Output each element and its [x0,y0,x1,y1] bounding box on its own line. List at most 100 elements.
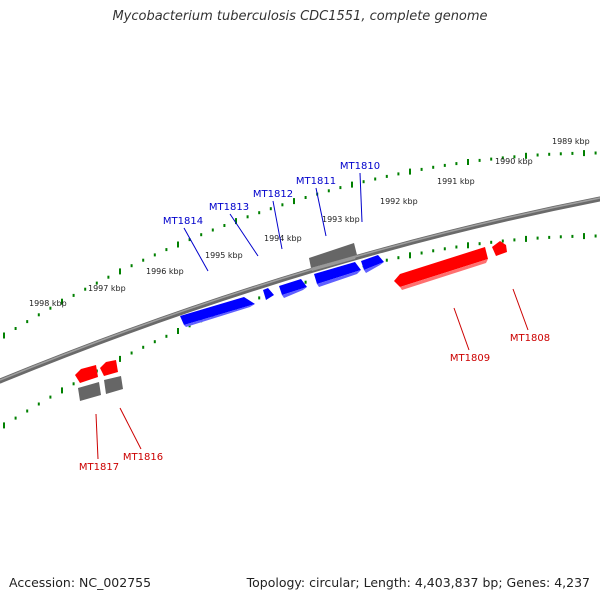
upper-tick [420,167,423,171]
upper-tick [385,174,388,178]
upper-tick [339,186,342,190]
lower-tick [583,233,585,240]
upper-tick [200,233,203,237]
lower-tick [153,340,156,344]
gene-mt1812-shade [282,287,307,298]
lower-tick [165,334,168,338]
upper-tick [397,172,400,176]
leader-mt1814 [183,227,209,272]
lower-tick [571,234,574,238]
gene-red-left-a[interactable] [75,365,98,383]
lower-tick [467,242,469,249]
upper-tick [61,298,63,305]
kbp-label-1995: 1995 kbp [205,251,243,260]
upper-tick [211,228,214,232]
genome-stats: Topology: circular; Length: 4,403,837 bp… [246,575,590,590]
upper-tick [432,165,435,169]
lower-tick [559,235,562,239]
lower-tick [432,249,435,253]
lower-tick [177,328,179,334]
upper-tick [26,320,29,324]
map-title: Mycobacterium tuberculosis CDC1551, comp… [112,9,488,24]
lower-tick [478,242,481,246]
gene-mt1814-shade [184,304,255,327]
upper-tick [513,155,516,159]
upper-tick [478,158,481,162]
gene-red-left-b[interactable] [100,360,118,376]
upper-tick [351,181,353,188]
lower-tick [594,234,597,238]
genome-backbone-highlight [0,197,600,381]
lower-tick [420,251,423,255]
upper-tick [269,207,272,211]
kbp-label-1992: 1992 kbp [380,197,418,206]
lower-tick [119,355,121,362]
label-mt1808: MT1808 [510,333,550,344]
lower-tick [409,252,411,259]
leader-mt1816 [119,407,142,450]
upper-tick [467,159,469,165]
lower-tick [536,236,539,240]
upper-tick [409,168,411,175]
leader-mt1817 [95,413,99,460]
gene-mt1809-shade [400,259,488,290]
upper-tick [583,150,585,157]
gene-mt1814[interactable] [180,297,255,325]
label-mt1817: MT1817 [79,462,119,473]
lower-tick [397,256,400,260]
upper-tick [501,156,504,160]
lower-tick [525,235,527,242]
lower-tick [258,296,261,300]
lower-tick [14,416,17,420]
upper-tick [235,218,237,225]
kbp-label-1998: 1998 kbp [29,299,67,308]
gene-gray-left-b[interactable] [104,376,123,394]
upper-tick [72,293,75,297]
label-mt1812: MT1812 [253,189,293,200]
kbp-label-1990: 1990 kbp [495,157,533,166]
lower-tick [501,239,504,243]
upper-tick [177,241,179,248]
kbp-label-1994: 1994 kbp [264,234,302,243]
gene-mt1811[interactable] [314,262,361,284]
gene-mt1813[interactable] [263,288,274,300]
upper-tick [258,211,261,215]
upper-tick [49,306,52,310]
upper-tick [95,281,98,285]
lower-tick [130,351,133,355]
gene-mt1808[interactable] [492,241,507,256]
upper-tick [142,258,145,262]
gene-mt1810[interactable] [361,255,384,270]
gene-mt1812[interactable] [279,279,307,295]
gene-gray-left-a[interactable] [78,382,101,401]
other-genes [78,243,357,401]
leader-mt1808 [512,288,529,331]
lower-tick [490,240,493,244]
upper-tick [455,162,458,166]
label-mt1814: MT1814 [163,216,203,227]
gene-mt1811-shade [317,270,361,287]
gene-gray-upper[interactable] [309,243,357,268]
upper-tick [165,248,168,252]
lower-tick [443,247,446,251]
gene-mt1809[interactable] [394,247,488,287]
leader-mt1813 [229,213,259,257]
upper-tick [525,152,527,159]
lower-tick [61,387,63,394]
upper-tick [3,332,5,339]
lower-tick [548,235,551,239]
upper-tick [548,152,551,156]
upper-tick [594,151,597,155]
upper-tick [374,177,377,181]
lower-tick [513,238,516,242]
upper-tick [14,327,17,330]
upper-tick [281,203,284,207]
upper-tick [188,238,191,242]
upper-tick [37,313,40,317]
label-mt1809: MT1809 [450,353,490,364]
upper-tick [327,189,330,193]
forward-genes [180,255,384,327]
lower-tick [385,258,388,262]
kbp-label-1989: 1989 kbp [552,137,590,146]
